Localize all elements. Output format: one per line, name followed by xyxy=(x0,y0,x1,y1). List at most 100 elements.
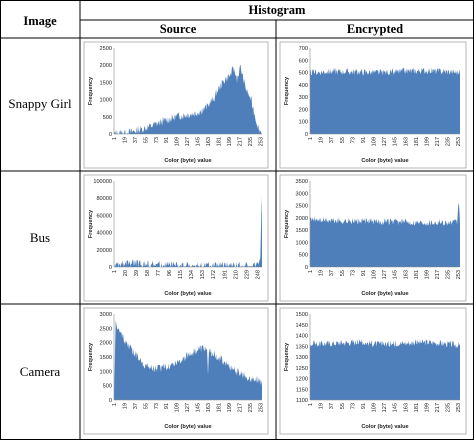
y-tick-label: 0 xyxy=(109,132,112,138)
x-tick-label: 163 xyxy=(206,403,212,412)
x-tick-label: 55 xyxy=(340,137,346,143)
y-tick-label: 200 xyxy=(299,107,308,113)
x-tick-label: 1 xyxy=(308,270,314,273)
y-tick-label: 3000 xyxy=(100,312,112,318)
x-tick-label: 19 xyxy=(122,137,128,143)
y-tick-label: 500 xyxy=(103,384,112,390)
x-tick-label: 1 xyxy=(308,403,314,406)
x-tick-label: 37 xyxy=(133,137,139,143)
x-tick-label: 20 xyxy=(123,270,129,276)
x-tick-label: 229 xyxy=(244,270,250,279)
x-tick-label: 127 xyxy=(185,137,191,146)
x-tick-label: 191 xyxy=(222,270,228,279)
y-tick-label: 1500 xyxy=(100,355,112,361)
x-tick-label: 73 xyxy=(154,137,160,143)
chart-bus-encrypted: 0 500 1000 1500 2000 2500 3000 3500 1 19 37 55 73 91 1… xyxy=(279,174,467,302)
x-tick-label: 153 xyxy=(200,270,206,279)
x-tick-label: 127 xyxy=(382,403,388,412)
x-tick-label: 91 xyxy=(164,403,170,409)
x-tick-label: 210 xyxy=(233,270,239,279)
x-tick-label: 73 xyxy=(154,403,160,409)
y-tick-label: 100000 xyxy=(93,179,112,185)
y-tick-label: 0 xyxy=(305,132,308,138)
x-tick-label: 181 xyxy=(414,270,420,279)
y-tick-label: 0 xyxy=(109,398,112,404)
y-tick-label: 0 xyxy=(305,265,308,271)
x-tick-label: 253 xyxy=(258,137,264,146)
chart-camera-source: 0 500 1000 1500 2000 2500 3000 1 19 37 55 73 91 109 12… xyxy=(83,307,269,435)
x-tick-label: 1 xyxy=(112,403,118,406)
y-tick-label: 3000 xyxy=(296,191,308,197)
x-tick-label: 73 xyxy=(350,403,356,409)
histogram-area xyxy=(310,202,460,267)
x-tick-label: 217 xyxy=(435,403,441,412)
histogram-area xyxy=(114,320,262,400)
y-axis-label: Frequency xyxy=(284,76,290,105)
x-tick-label: 217 xyxy=(435,137,441,146)
x-tick-label: 1 xyxy=(112,137,118,140)
header-histogram: Histogram xyxy=(249,3,307,17)
x-axis-label: Color (byte) value xyxy=(164,424,211,430)
x-tick-label: 235 xyxy=(446,403,452,412)
x-tick-label: 181 xyxy=(414,403,420,412)
y-tick-label: 20000 xyxy=(96,248,112,254)
x-tick-label: 109 xyxy=(175,403,181,412)
x-tick-label: 199 xyxy=(227,403,233,412)
x-tick-label: 55 xyxy=(340,403,346,409)
y-axis-label: Frequency xyxy=(88,209,94,238)
y-tick-label: 40000 xyxy=(96,231,112,237)
x-tick-label: 1 xyxy=(308,137,314,140)
x-tick-label: 37 xyxy=(329,403,335,409)
x-tick-label: 199 xyxy=(425,270,431,279)
x-tick-label: 145 xyxy=(393,137,399,146)
x-tick-label: 145 xyxy=(196,137,202,146)
x-tick-label: 37 xyxy=(329,137,335,143)
y-axis-label: Frequency xyxy=(88,76,94,105)
chart-snappy-source: 0 500 1000 1500 2000 2500 1 19 37 55 73 91 109 127 145… xyxy=(83,41,269,169)
x-tick-label: 163 xyxy=(403,270,409,279)
row-label-snappy-girl: Snappy Girl xyxy=(8,96,72,111)
y-tick-label: 1150 xyxy=(296,387,308,393)
x-tick-label: 253 xyxy=(258,403,264,412)
x-tick-label: 199 xyxy=(227,137,233,146)
x-tick-label: 253 xyxy=(456,403,462,412)
y-tick-label: 1500 xyxy=(100,80,112,86)
histogram-area xyxy=(310,338,460,400)
x-tick-label: 181 xyxy=(414,137,420,146)
y-tick-label: 700 xyxy=(299,46,308,52)
y-tick-label: 0 xyxy=(109,265,112,271)
y-tick-label: 1200 xyxy=(296,377,308,383)
x-tick-label: 217 xyxy=(435,270,441,279)
y-tick-label: 1000 xyxy=(100,369,112,375)
y-tick-label: 400 xyxy=(299,83,308,89)
y-tick-label: 2500 xyxy=(100,326,112,332)
x-tick-label: 39 xyxy=(134,270,140,276)
x-tick-label: 163 xyxy=(403,137,409,146)
y-tick-label: 300 xyxy=(299,95,308,101)
x-tick-label: 109 xyxy=(372,270,378,279)
x-tick-label: 134 xyxy=(189,270,195,279)
x-tick-label: 217 xyxy=(237,403,243,412)
x-axis-label: Color (byte) value xyxy=(164,291,211,297)
y-tick-label: 500 xyxy=(299,71,308,77)
y-tick-label: 500 xyxy=(103,115,112,121)
x-tick-label: 77 xyxy=(156,270,162,276)
x-tick-label: 163 xyxy=(206,137,212,146)
x-tick-label: 235 xyxy=(248,403,254,412)
x-tick-label: 109 xyxy=(175,137,181,146)
y-tick-label: 1500 xyxy=(296,312,308,318)
x-tick-label: 73 xyxy=(350,270,356,276)
chart-frame xyxy=(83,174,269,302)
x-axis-label: Color (byte) value xyxy=(361,291,408,297)
x-tick-label: 1 xyxy=(112,270,118,273)
y-tick-label: 2000 xyxy=(100,341,112,347)
y-tick-label: 1500 xyxy=(296,228,308,234)
x-tick-label: 37 xyxy=(329,270,335,276)
chart-bus-source: 0 20000 40000 60000 80000 100000 1 20 39 58 77 96 11… xyxy=(83,174,269,302)
x-tick-label: 73 xyxy=(350,137,356,143)
x-tick-label: 91 xyxy=(164,137,170,143)
y-tick-label: 1000 xyxy=(100,98,112,104)
x-tick-label: 55 xyxy=(143,403,149,409)
